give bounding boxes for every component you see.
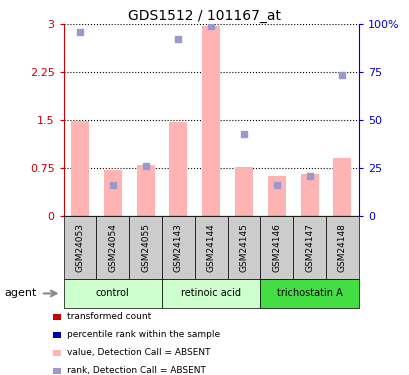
- Point: [207, 23, 214, 29]
- Text: percentile rank within the sample: percentile rank within the sample: [67, 330, 219, 339]
- Bar: [71, 121, 89, 216]
- Bar: [103, 170, 121, 216]
- Text: GSM24143: GSM24143: [173, 223, 182, 272]
- Text: GSM24148: GSM24148: [337, 223, 346, 272]
- Text: trichostatin A: trichostatin A: [276, 288, 342, 298]
- Text: GSM24055: GSM24055: [141, 223, 150, 272]
- Text: GSM24145: GSM24145: [239, 223, 248, 272]
- Text: rank, Detection Call = ABSENT: rank, Detection Call = ABSENT: [67, 366, 205, 375]
- Bar: [267, 176, 285, 216]
- Point: [109, 182, 116, 188]
- Text: GSM24146: GSM24146: [272, 223, 281, 272]
- Point: [175, 36, 181, 42]
- Bar: [300, 174, 318, 216]
- Point: [306, 173, 312, 179]
- Text: GSM24144: GSM24144: [206, 223, 215, 272]
- Text: GDS1512 / 101167_at: GDS1512 / 101167_at: [128, 9, 281, 23]
- Bar: [234, 166, 252, 216]
- Point: [338, 72, 345, 78]
- Point: [142, 163, 148, 169]
- Text: transformed count: transformed count: [67, 312, 151, 321]
- Point: [240, 131, 247, 137]
- Bar: [136, 165, 154, 216]
- Text: retinoic acid: retinoic acid: [181, 288, 240, 298]
- Text: value, Detection Call = ABSENT: value, Detection Call = ABSENT: [67, 348, 210, 357]
- Bar: [202, 26, 220, 216]
- Text: GSM24147: GSM24147: [304, 223, 313, 272]
- Bar: [333, 158, 351, 216]
- Text: agent: agent: [4, 288, 36, 298]
- Bar: [169, 122, 187, 216]
- Text: control: control: [96, 288, 129, 298]
- Point: [76, 29, 83, 35]
- Text: GSM24053: GSM24053: [75, 223, 84, 272]
- Point: [273, 182, 279, 188]
- Text: GSM24054: GSM24054: [108, 223, 117, 272]
